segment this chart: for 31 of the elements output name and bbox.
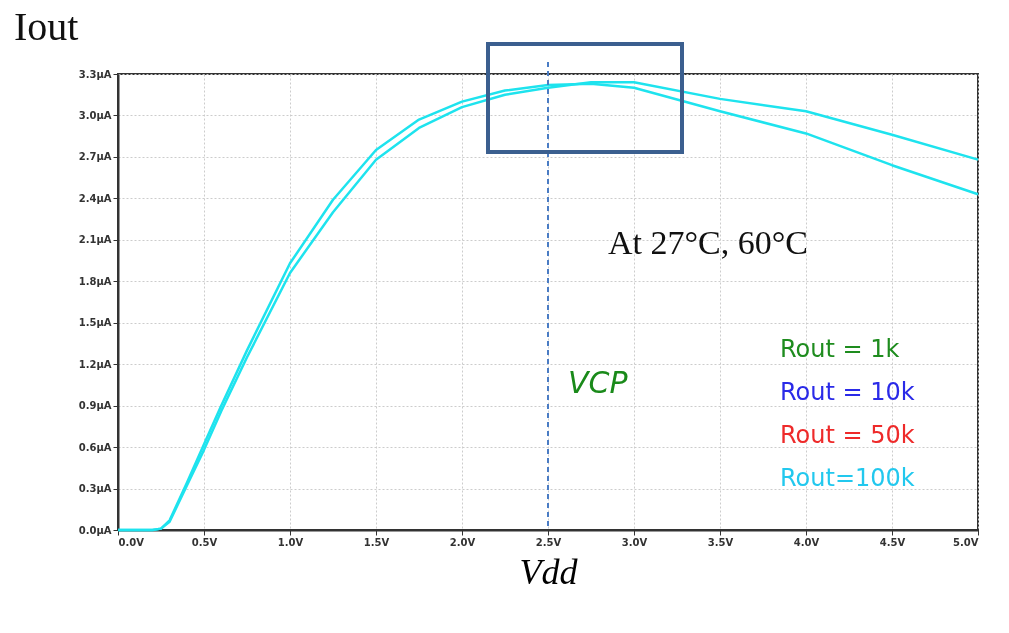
y-tick-label: 0.6µA	[78, 441, 112, 453]
x-tick-label: 2.5V	[535, 536, 562, 548]
x-tick-label: 0.0V	[118, 536, 145, 548]
x-tick-label: 4.0V	[793, 536, 820, 548]
x-tick-label: 2.0V	[449, 536, 476, 548]
y-tick-label: 0.3µA	[78, 483, 112, 495]
x-tick-label: 1.5V	[363, 536, 390, 548]
y-tick-label: 3.3µA	[78, 68, 112, 80]
x-tick-label: 3.5V	[707, 536, 734, 548]
x-tick-label: 3.0V	[621, 536, 648, 548]
x-tick-label: 5.0V	[953, 536, 979, 548]
annotation: Rout = 50k	[780, 421, 915, 449]
x-tick-label: 4.5V	[879, 536, 906, 548]
y-tick-label: 2.7µA	[78, 151, 112, 163]
x-tick-label: 0.5V	[191, 536, 218, 548]
y-tick-label: 1.5µA	[78, 317, 112, 329]
x-tick-label: 1.0V	[277, 536, 304, 548]
y-tick-label: 0.0µA	[78, 524, 112, 536]
y-axis-title: Iout	[14, 4, 79, 49]
ref-line-label: VCP	[568, 365, 629, 401]
y-tick-label: 1.8µA	[78, 275, 112, 287]
y-tick-label: 3.0µA	[78, 109, 112, 121]
annotation: Rout=100k	[780, 464, 915, 492]
annotation: Rout = 1k	[780, 335, 900, 363]
y-tick-label: 0.9µA	[78, 400, 112, 412]
annotation: Rout = 10k	[780, 378, 915, 406]
x-axis-title: Vdd	[519, 551, 579, 592]
y-tick-label: 2.1µA	[78, 234, 112, 246]
annotation: At 27°C, 60°C	[608, 224, 809, 261]
y-tick-label: 1.2µA	[78, 358, 112, 370]
y-tick-label: 2.4µA	[78, 192, 112, 204]
